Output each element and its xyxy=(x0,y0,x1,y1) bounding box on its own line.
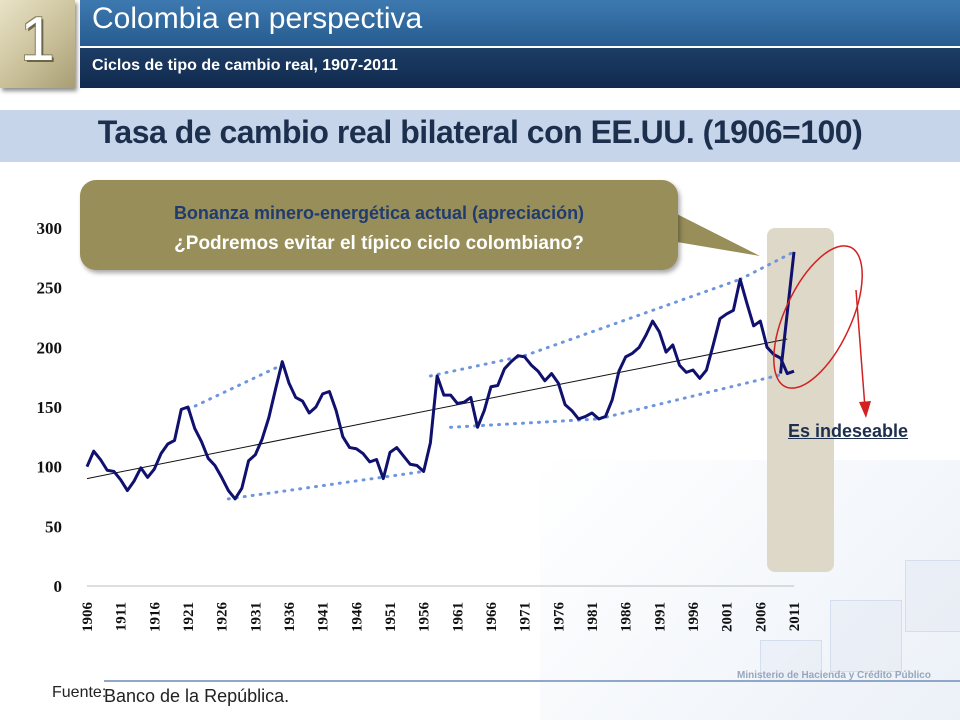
cycle-envelope-line xyxy=(523,277,742,358)
y-tick-label: 0 xyxy=(54,577,63,596)
page-subtitle: Ciclos de tipo de cambio real, 1907-2011 xyxy=(92,57,398,74)
cycle-envelope-line xyxy=(738,250,796,281)
x-tick-label: 1986 xyxy=(619,602,635,633)
callout-question: ¿Podremos evitar el típico ciclo colombi… xyxy=(174,233,584,254)
y-tick-label: 150 xyxy=(37,398,63,417)
background-square xyxy=(760,640,822,682)
annotation-note: Es indeseable xyxy=(788,421,909,441)
x-tick-label: 1956 xyxy=(417,602,433,633)
x-tick-label: 1926 xyxy=(215,602,231,633)
x-tick-label: 2011 xyxy=(787,602,803,631)
x-tick-label: 1921 xyxy=(181,602,197,632)
chart-title-band xyxy=(0,110,960,162)
y-tick-label: 200 xyxy=(37,338,63,357)
x-tick-label: 1996 xyxy=(686,602,702,633)
arrow-shaft xyxy=(855,289,866,409)
callout-box xyxy=(80,180,678,270)
x-tick-label: 1946 xyxy=(349,602,365,633)
cycle-envelope-line xyxy=(449,417,601,429)
x-tick-label: 2001 xyxy=(720,602,736,632)
background-square xyxy=(830,600,902,672)
y-tick-label: 50 xyxy=(45,517,62,536)
y-tick-label: 250 xyxy=(37,279,63,298)
x-tick-label: 2006 xyxy=(753,602,769,633)
background-decoration xyxy=(540,460,960,720)
cycle-envelope-line xyxy=(226,469,426,501)
cycle-envelope-line xyxy=(597,373,783,421)
cycle-envelope-line xyxy=(186,360,291,411)
x-tick-label: 1966 xyxy=(484,602,500,633)
ministry-logo-text: Ministerio de Hacienda y Crédito Público xyxy=(737,670,931,681)
source-text: Banco de la República. xyxy=(104,686,290,706)
x-tick-label: 1991 xyxy=(652,602,668,632)
x-tick-label: 1961 xyxy=(450,602,466,632)
section-number-badge: 1 xyxy=(0,0,75,88)
x-tick-label: 1931 xyxy=(248,602,264,632)
footer-divider xyxy=(104,680,960,682)
x-tick-label: 1911 xyxy=(114,602,130,631)
x-tick-label: 1981 xyxy=(585,602,601,632)
exchange-rate-series-line xyxy=(85,277,795,501)
x-tick-label: 1941 xyxy=(316,602,332,632)
y-tick-label: 100 xyxy=(37,458,63,477)
background-square xyxy=(905,560,960,632)
section-number: 1 xyxy=(20,5,55,74)
x-tick-label: 1916 xyxy=(147,602,163,633)
y-tick-label: 300 xyxy=(37,219,63,238)
arrow-head xyxy=(859,401,871,418)
chart-title: Tasa de cambio real bilateral con EE.UU.… xyxy=(97,114,863,150)
x-tick-label: 1951 xyxy=(383,602,399,632)
x-tick-label: 1906 xyxy=(80,602,96,633)
cycle-envelope-line xyxy=(428,354,527,378)
page-title: Colombia en perspectiva xyxy=(92,2,423,35)
source-label: Fuente: xyxy=(52,684,107,701)
x-tick-label: 1971 xyxy=(518,602,534,632)
x-tick-label: 1936 xyxy=(282,602,298,633)
trend-line xyxy=(86,338,788,480)
highlight-ellipse xyxy=(773,245,863,389)
callout-pointer xyxy=(665,208,760,256)
projection-line xyxy=(779,251,796,374)
x-tick-label: 1976 xyxy=(551,602,567,633)
header-title-bar xyxy=(80,0,960,46)
callout-heading: Bonanza minero-energética actual (apreci… xyxy=(173,203,585,223)
header-subtitle-bar xyxy=(80,48,960,88)
